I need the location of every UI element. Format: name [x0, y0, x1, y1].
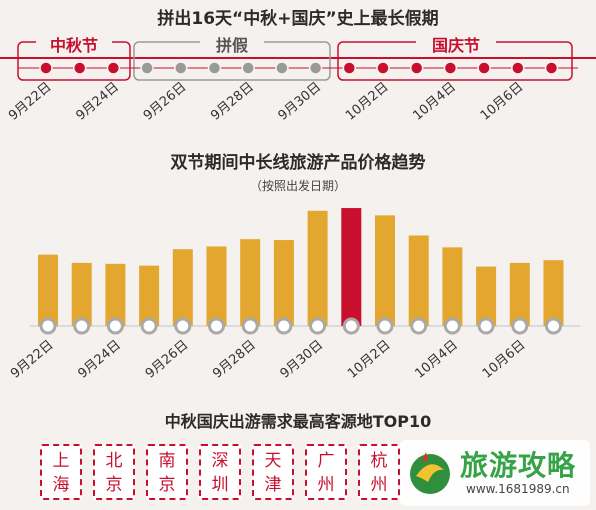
timeline-date-label: 9月28日 — [208, 80, 257, 124]
timeline-date-label: 9月22日 — [6, 80, 55, 124]
timeline-dot — [106, 61, 121, 75]
timeline-dot — [140, 61, 154, 75]
bar-base-marker — [443, 317, 461, 335]
timeline-dot — [511, 61, 525, 75]
timeline-dot — [241, 61, 255, 75]
bar-9月28日 — [240, 239, 261, 326]
bar-10月1日 — [341, 208, 362, 326]
x-tick-label: 9月22日 — [8, 338, 57, 382]
city-card: 天津 — [252, 444, 294, 500]
bar-9月29日 — [273, 240, 294, 326]
x-tick-label: 9月26日 — [143, 338, 192, 382]
timeline-dot — [477, 61, 491, 75]
bar-base-marker — [275, 317, 293, 335]
x-tick-label: 10月4日 — [412, 338, 461, 382]
chart-title: 双节期间中长线旅游产品价格趋势 — [170, 153, 426, 173]
city-card: 南京 — [146, 444, 188, 500]
timeline-date-label: 9月24日 — [73, 80, 122, 124]
group-label-bg-national-day — [416, 35, 496, 55]
bar-10月4日 — [442, 247, 463, 326]
timeline-date-label: 10月2日 — [343, 80, 392, 124]
bar-9月26日 — [172, 249, 193, 326]
bar-9月30日 — [307, 210, 328, 326]
timeline-date-label: 9月30日 — [276, 80, 325, 124]
city-card: 杭州 — [358, 444, 400, 500]
city-card: 广州 — [305, 444, 347, 500]
bar-base-marker — [545, 317, 562, 335]
group-label-mid-autumn: 中秋节 — [50, 36, 98, 55]
timeline-dot — [207, 61, 222, 75]
bar-base-marker — [140, 317, 158, 335]
timeline-dot — [376, 61, 390, 75]
timeline-date-label: 10月4日 — [410, 80, 459, 124]
timeline-dot — [308, 61, 323, 75]
city-card: 上海 — [40, 444, 82, 500]
group-label-national-day: 国庆节 — [432, 36, 480, 55]
timeline-dot — [72, 61, 87, 75]
bar-base-marker — [511, 317, 529, 335]
group-label-bg-makeup — [200, 35, 264, 55]
bar-10月6日 — [509, 262, 530, 326]
timeline-dot — [39, 61, 53, 75]
watermark-name: 旅游攻略 — [460, 449, 577, 482]
group-label-bg-mid-autumn — [36, 35, 112, 55]
bar-base-marker — [241, 317, 259, 335]
bar-base-marker — [376, 317, 394, 335]
chart-subtitle: （按照出发日期） — [249, 179, 346, 193]
bar-9月24日 — [105, 263, 126, 326]
watermark: 旅游攻略 www.1681989.cn — [400, 440, 590, 506]
cities-title: 中秋国庆出游需求最高客源地TOP10 — [164, 412, 432, 431]
price-trend-chart: 9月22日 9月24日 9月26日 9月28日 9月30日 10月2日 10月4日 10月6日 — [8, 208, 580, 382]
timeline-dot — [342, 61, 357, 75]
bar-9月25日 — [139, 265, 160, 326]
bar-9月23日 — [71, 262, 92, 326]
watermark-url: www.1681989.cn — [466, 482, 570, 496]
bar-base-marker — [208, 317, 225, 335]
timeline-title: 拼出16天“中秋+国庆”史上最长假期 — [157, 9, 439, 29]
bar-9月22日 — [38, 254, 58, 326]
timeline-date-label: 10月6日 — [478, 80, 527, 124]
timeline-date-label: 9月26日 — [141, 80, 190, 124]
bar-base-marker — [73, 317, 91, 335]
bar-10月2日 — [375, 215, 395, 326]
x-tick-label: 9月24日 — [75, 338, 124, 382]
bar-base-marker — [410, 317, 428, 335]
timeline-date-labels: 9月22日 9月24日 9月26日 9月28日 9月30日 10月2日 10月4日 10月6日 — [6, 80, 526, 124]
watermark-logo-icon — [410, 452, 450, 494]
bar-base-marker — [106, 317, 124, 335]
city-card: 深圳 — [199, 444, 241, 500]
timeline-dot — [174, 61, 188, 75]
bar-base-marker — [309, 317, 327, 335]
bar-base-marker — [39, 317, 57, 335]
timeline-dot — [443, 61, 458, 75]
bar-base-marker — [174, 317, 192, 335]
bar-9月27日 — [206, 246, 227, 326]
timeline-dot — [544, 61, 559, 75]
bar-10月3日 — [408, 235, 429, 326]
city-card: 北京 — [93, 444, 135, 500]
group-label-makeup: 拼假 — [216, 36, 249, 55]
x-tick-label: 10月6日 — [480, 338, 529, 382]
timeline-dots — [39, 61, 559, 75]
bar-base-marker — [342, 317, 360, 335]
x-tick-label: 9月30日 — [278, 338, 327, 382]
bar-base-marker — [477, 317, 495, 335]
holiday-timeline: 中秋节 拼假 国庆节 9月22日 9月24日 9月26日 9月28日 9月30日 10月2… — [0, 35, 596, 124]
timeline-dot — [275, 61, 289, 75]
timeline-dot — [409, 61, 424, 75]
bar-10月7日 — [543, 260, 564, 326]
x-tick-label: 9月28日 — [210, 338, 259, 382]
x-tick-label: 10月2日 — [345, 338, 394, 382]
bar-10月5日 — [476, 266, 497, 326]
